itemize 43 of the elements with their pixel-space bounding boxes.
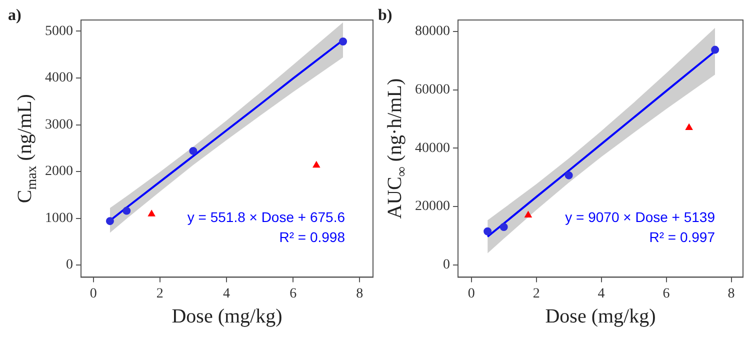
- chart-title: b): [378, 7, 392, 24]
- x-tick-label: 4: [223, 286, 230, 302]
- y-tick-label: 40000: [415, 140, 450, 156]
- point: [524, 211, 532, 218]
- point: [189, 146, 198, 155]
- point: [686, 124, 693, 130]
- x-tick-label: 6: [290, 286, 297, 302]
- annotation: y = 551.8 × Dose + 675.6: [187, 209, 346, 226]
- x-tick-label: 0: [90, 286, 97, 302]
- y-tick-label: 4000: [45, 70, 73, 86]
- y-tick-label: 2000: [45, 164, 73, 180]
- y-tick-label: 3000: [45, 117, 73, 132]
- point: [484, 227, 492, 236]
- x-tick-label: 6: [662, 286, 670, 302]
- x-tick-label: 2: [156, 286, 164, 302]
- point: [312, 161, 320, 168]
- x-tick-label: 8: [356, 286, 364, 302]
- annotation: y = 9070 × Dose + 5139: [565, 209, 716, 226]
- x-tick-label: 8: [728, 286, 735, 302]
- y-tick-label: 1000: [45, 210, 73, 226]
- point: [500, 222, 508, 231]
- x-axis-title: Dose (mg/kg): [545, 305, 656, 328]
- y-axis-title: Cmax (ng/mL): [14, 94, 40, 204]
- y-tick-label: 0: [443, 258, 450, 273]
- x-tick-label: 0: [468, 286, 475, 302]
- y-tick-label: 20000: [415, 199, 450, 214]
- x-tick-label: 4: [598, 286, 605, 302]
- point: [339, 38, 348, 46]
- point: [106, 217, 114, 226]
- x-axis-title: Dose (mg/kg): [172, 305, 282, 328]
- y-tick-label: 0: [66, 258, 73, 273]
- annotation: R² = 0.998: [279, 229, 346, 246]
- point: [711, 46, 720, 54]
- point: [148, 210, 156, 216]
- y-axis-title: AUC∞ (ng·h/mL): [384, 78, 410, 219]
- y-tick-label: 5000: [45, 24, 73, 39]
- point: [564, 171, 573, 180]
- y-tick-label: 80000: [415, 24, 450, 40]
- annotation: R² = 0.997: [649, 229, 716, 246]
- x-tick-label: 2: [532, 286, 540, 302]
- chart-title: a): [8, 7, 22, 24]
- point: [122, 206, 131, 215]
- y-tick-label: 60000: [415, 82, 450, 98]
